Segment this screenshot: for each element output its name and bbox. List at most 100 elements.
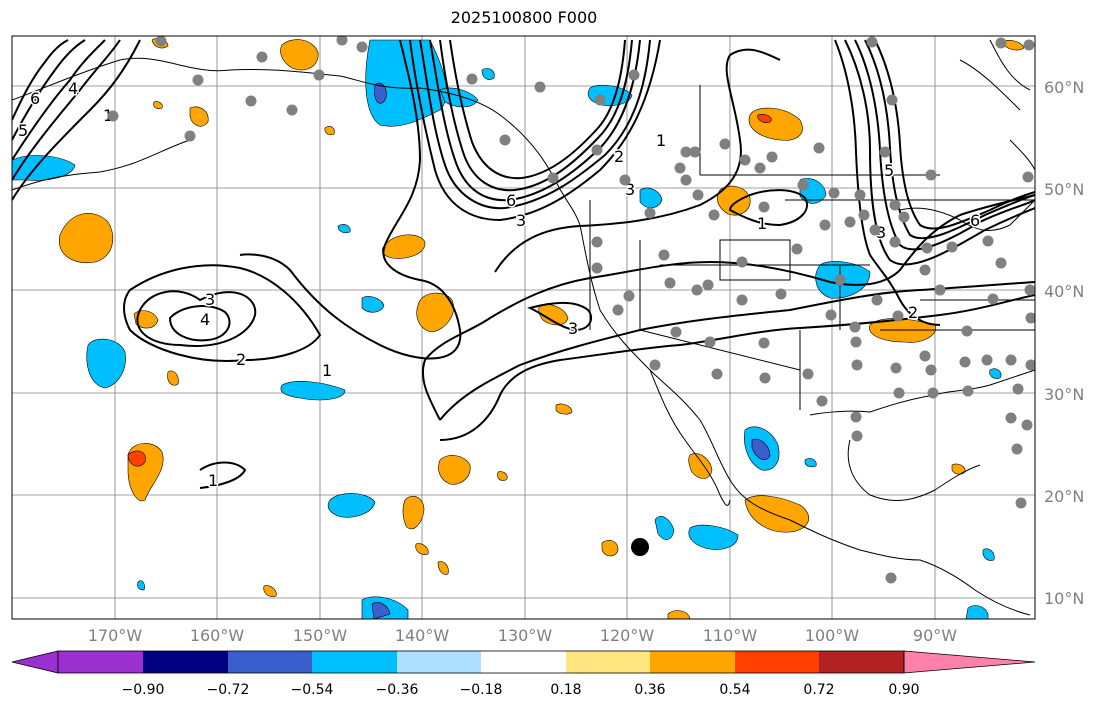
map-title: 2025100800 F000 — [450, 8, 598, 27]
station-dot — [995, 257, 1007, 269]
station-dot — [336, 36, 348, 46]
station-dot — [623, 290, 635, 302]
station-dot — [1015, 497, 1027, 509]
lat-label: 20°N — [1044, 487, 1085, 506]
station-dot — [702, 279, 714, 291]
colorbar-segment — [143, 651, 228, 673]
lon-label: 160°W — [189, 626, 245, 645]
station-dot — [866, 36, 878, 48]
lat-label: 10°N — [1044, 589, 1085, 608]
station-dot — [1012, 383, 1024, 395]
station-dot — [1023, 39, 1035, 51]
contour-label: 6 — [30, 89, 40, 108]
lat-label: 60°N — [1044, 78, 1085, 97]
station-dot — [670, 326, 682, 338]
station-dot — [854, 189, 866, 201]
colorbar — [11, 650, 1036, 674]
station-dot — [534, 81, 546, 93]
lon-label: 140°W — [394, 626, 450, 645]
station-dot — [927, 387, 939, 399]
colorbar-segment — [312, 651, 397, 673]
station-dot — [828, 187, 840, 199]
station-dot — [674, 162, 686, 174]
station-dot — [879, 146, 891, 158]
station-dot — [594, 94, 606, 106]
station-dot — [890, 362, 902, 374]
station-dot — [547, 172, 559, 184]
lon-label: 170°W — [87, 626, 143, 645]
graticule — [12, 36, 1035, 619]
station-dot — [1021, 419, 1033, 431]
lat-label: 50°N — [1044, 180, 1085, 199]
station-dot — [1005, 354, 1017, 366]
station-dot — [192, 74, 204, 86]
colorbar-segment — [481, 651, 566, 673]
station-dot — [834, 274, 846, 286]
lon-label: 130°W — [497, 626, 553, 645]
station-dot — [844, 216, 856, 228]
contour-label: 5 — [18, 121, 28, 140]
station-dot — [851, 359, 863, 371]
station-dot — [886, 94, 898, 106]
station-dot — [919, 350, 931, 362]
lon-label: 90°W — [912, 626, 958, 645]
station-dot — [961, 325, 973, 337]
station-dot — [649, 359, 661, 371]
station-dot — [766, 151, 778, 163]
station-dot — [813, 142, 825, 154]
colorbar-segment — [819, 651, 904, 673]
colorbar-tick-label: −0.90 — [121, 682, 165, 698]
contour-label: 2 — [236, 350, 246, 369]
contour-label: 3 — [516, 211, 526, 230]
station-dot — [987, 293, 999, 305]
colorbar-tick-label: −0.72 — [206, 682, 250, 698]
lon-label: 100°W — [804, 626, 860, 645]
station-dot — [791, 243, 803, 255]
lon-label: 110°W — [702, 626, 758, 645]
station-dot — [591, 144, 603, 156]
station-dot — [889, 236, 901, 248]
station-dot — [982, 235, 994, 247]
colorbar-segment — [735, 651, 819, 673]
station-dots — [107, 36, 1035, 584]
lon-label: 150°W — [292, 626, 348, 645]
station-dot — [816, 395, 828, 407]
station-dot — [925, 169, 937, 181]
colorbar-segment — [58, 651, 143, 673]
station-dot — [889, 199, 901, 211]
lat-label: 40°N — [1044, 282, 1085, 301]
contour-label: 1 — [656, 131, 666, 150]
station-dot — [499, 134, 511, 146]
station-dot — [797, 179, 809, 191]
station-dot — [711, 368, 723, 380]
map-frame — [11, 35, 1036, 620]
colorbar-tick-label: 0.54 — [719, 682, 751, 698]
station-dot — [628, 69, 640, 81]
station-dot — [245, 95, 257, 107]
station-dot — [1024, 284, 1035, 296]
station-dot — [849, 321, 861, 333]
station-dot — [256, 51, 268, 63]
station-dot — [704, 336, 716, 348]
station-dot — [946, 241, 958, 253]
station-dot — [1025, 312, 1035, 324]
lat-label: 30°N — [1044, 385, 1085, 404]
station-dot — [658, 249, 670, 261]
station-dot — [591, 262, 603, 274]
station-dot — [850, 411, 862, 423]
station-dot — [892, 310, 904, 322]
lon-label: 120°W — [599, 626, 655, 645]
contour-labels: 6 5 4 3 2 1 6 3 2 1 3 4 2 1 3 1 1 2 5 6 … — [17, 78, 982, 492]
colorbar-segment — [397, 651, 481, 673]
station-dot — [612, 304, 624, 316]
station-dot — [934, 284, 946, 296]
station-dot — [919, 264, 931, 276]
station-dot — [893, 387, 905, 399]
station-dot — [664, 277, 676, 289]
contour-label: 1 — [208, 471, 218, 490]
colorbar-tick-label: 0.72 — [803, 682, 835, 698]
station-dot — [869, 224, 881, 236]
station-dot — [107, 110, 119, 122]
station-dot — [736, 256, 748, 268]
